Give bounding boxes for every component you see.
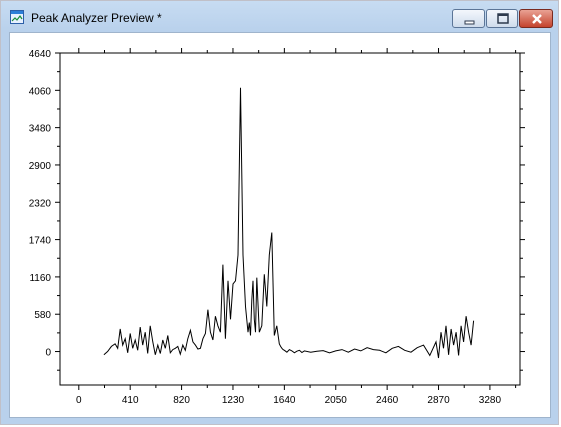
window-title: Peak Analyzer Preview * xyxy=(31,11,162,25)
minimize-button[interactable] xyxy=(452,9,485,28)
x-tick-label: 3280 xyxy=(479,395,502,406)
x-tick-label: 820 xyxy=(173,395,190,406)
plot-frame xyxy=(59,52,521,386)
y-tick-label: 580 xyxy=(34,310,51,321)
maximize-icon xyxy=(497,13,509,24)
y-tick-label: 1160 xyxy=(29,273,51,284)
spectrum-line xyxy=(103,87,475,359)
x-tick-label: 0 xyxy=(76,395,82,406)
title-bar[interactable]: Peak Analyzer Preview * xyxy=(1,1,558,31)
y-tick-label: 2320 xyxy=(29,198,52,209)
y-tick-label: 4640 xyxy=(29,49,52,60)
x-tick-label: 2050 xyxy=(325,395,348,406)
peak-preview-chart: 0 410 820 1230 1640 2050 2460 2870 3280 4640 4060 3… xyxy=(29,48,525,406)
y-tick-label: 0 xyxy=(45,348,51,359)
close-button[interactable] xyxy=(519,9,553,28)
y-tick-label: 1740 xyxy=(29,236,52,247)
close-icon xyxy=(532,14,542,24)
y-tick-label: 2900 xyxy=(29,161,52,172)
maximize-button[interactable] xyxy=(486,9,518,28)
graph-area: 0 410 820 1230 1640 2050 2460 2870 3280 4640 4060 3… xyxy=(9,32,551,418)
y-tick-label: 4060 xyxy=(29,86,52,97)
app-icon xyxy=(10,10,24,24)
y-tick-label: 3480 xyxy=(29,124,52,135)
x-tick-label: 410 xyxy=(122,395,139,406)
x-tick-label: 1640 xyxy=(273,395,296,406)
minimize-icon xyxy=(464,20,475,25)
x-tick-label: 2870 xyxy=(427,395,450,406)
x-tick-label: 1230 xyxy=(222,395,245,406)
x-tick-label: 2460 xyxy=(376,395,399,406)
